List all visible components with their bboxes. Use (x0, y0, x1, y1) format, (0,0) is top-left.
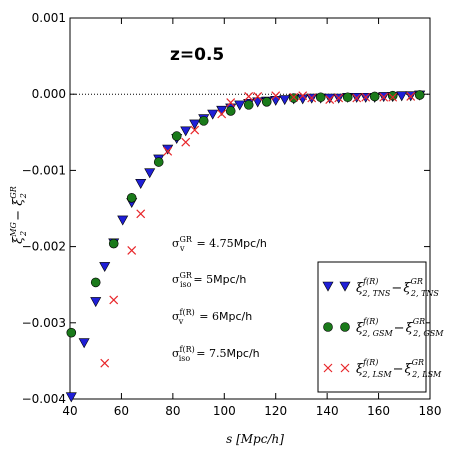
gsm-point (126, 193, 137, 203)
lsm-point (163, 146, 173, 156)
y-tick-label: −0.003 (22, 316, 66, 330)
svg-text:ξf(R)2, TNS−ξGR2, TNS: ξf(R) 2, TNS−ξGR 2, TNS (356, 277, 439, 298)
tns-point (78, 338, 90, 349)
gsm-point (261, 97, 272, 107)
x-tick-label: 180 (419, 404, 442, 418)
tns-point (279, 95, 291, 106)
x-tick-label: 140 (316, 404, 339, 418)
lsm-point (271, 91, 281, 101)
svg-text:ξf(R)2, GSM−ξGR2, GSM: ξf(R) 2, GSM−ξGR 2, GSM (356, 317, 444, 338)
chart-title: z=0.5 (170, 45, 224, 65)
legend-entry-lsm: ξf(R) 2, LSM−ξGR 2, LSM (323, 358, 442, 379)
y-tick-label: −0.002 (22, 240, 66, 254)
annotation-sigma-v-gr: σGR v = 4.75Mpc/h (172, 235, 267, 253)
x-axis-label: s [Mpc/h] (226, 432, 284, 446)
x-tick-label: 60 (114, 404, 129, 418)
lsm-point (136, 209, 146, 219)
lsm-point (307, 93, 317, 103)
gsm-point (243, 100, 254, 110)
tns-point (234, 100, 246, 111)
tns-point (65, 392, 77, 403)
lsm-point (253, 92, 263, 101)
gsm-point (387, 90, 398, 101)
lsm-point (217, 109, 227, 119)
lsm-point (127, 245, 137, 255)
axis-ticks: 40 60 80 100 120 140 160 180 0.001 0.000 −0.001 −0.… (22, 11, 442, 418)
gsm-point (342, 92, 353, 103)
tns-point (252, 97, 264, 108)
lsm-point (361, 92, 371, 102)
lsm-point (100, 358, 110, 368)
x-tick-label: 120 (264, 404, 287, 418)
tns-point (90, 297, 102, 308)
svg-text:ξMG2 − ξGR2: ξMG2 − ξGR2 (9, 186, 28, 244)
lsm-point (352, 93, 362, 103)
x-tick-label: 40 (62, 404, 77, 418)
gsm-point (153, 157, 164, 167)
tns-point (396, 91, 408, 102)
tns-point (189, 119, 201, 130)
legend: ξf(R) 2, TNS−ξGR 2, TNS ξf(R) 2, GSM−ξGR 2, … (317, 261, 444, 393)
lsm-point (109, 295, 119, 305)
lsm-point (244, 92, 254, 101)
gsm-point (225, 106, 236, 116)
tns-point (117, 215, 129, 226)
gsm-point (90, 277, 101, 288)
legend-box (317, 261, 427, 393)
lsm-point (190, 125, 200, 135)
lsm-point (289, 92, 299, 102)
tns-point (99, 262, 111, 273)
gsm-point (171, 131, 182, 141)
tns-point (144, 168, 156, 179)
tns-point (207, 109, 219, 120)
lsm-point (226, 98, 236, 108)
data-marks (65, 90, 426, 403)
gsm-point (369, 91, 380, 102)
y-tick-label: 0.000 (32, 87, 66, 101)
lsm-point (406, 92, 416, 101)
tns-point (297, 94, 309, 105)
y-tick-label: 0.001 (32, 11, 66, 25)
lsm-point (325, 95, 335, 104)
x-tick-label: 100 (213, 404, 236, 418)
y-tick-label: −0.001 (22, 163, 66, 177)
lsm-point (181, 137, 191, 147)
lsm-point (298, 91, 308, 101)
legend-entry-tns: ξf(R) 2, TNS−ξGR 2, TNS (322, 277, 439, 298)
y-axis-label: ξMG2 − ξGR2 (9, 186, 28, 244)
lsm-point (379, 92, 389, 102)
annotation-sigma-iso-gr: σGR iso = 5Mpc/h (172, 271, 246, 289)
gsm-point (198, 116, 209, 126)
svg-text:ξf(R)2, LSM−ξGR2, LSM: ξf(R) 2, LSM−ξGR 2, LSM (356, 358, 442, 379)
x-tick-label: 80 (165, 404, 180, 418)
gsm-point (315, 92, 326, 103)
gsm-point (108, 238, 119, 249)
legend-entry-gsm: ξf(R) 2, GSM−ξGR 2, GSM (323, 317, 444, 338)
lsm-point (334, 93, 344, 103)
y-tick-label: −0.004 (22, 392, 66, 406)
lsm-point (388, 92, 398, 102)
x-tick-label: 160 (367, 404, 390, 418)
tns-point (135, 179, 147, 189)
tns-point (180, 126, 192, 137)
gsm-point (66, 327, 77, 338)
gsm-point (414, 90, 425, 100)
